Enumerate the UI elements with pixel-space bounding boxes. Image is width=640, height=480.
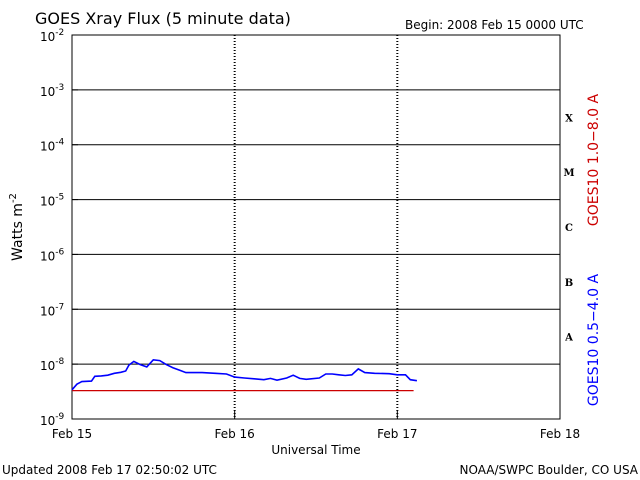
y-tick-base: 10: [40, 195, 55, 209]
y-tick-base: 10: [40, 304, 55, 318]
series-line: [71, 358, 418, 391]
y-tick-base: 10: [40, 414, 55, 428]
series-lines: [71, 358, 418, 392]
flare-class-label: A: [564, 333, 573, 344]
y-axis-label: Watts m-2: [8, 193, 26, 261]
y-tick-base: 10: [40, 249, 55, 263]
y-tick-label: 10-4: [40, 138, 65, 154]
y-tick-base: 10: [40, 30, 55, 44]
y-tick-exponent: -4: [55, 138, 64, 148]
chart-title: GOES Xray Flux (5 minute data): [35, 9, 291, 28]
y-tick-label: 10-8: [40, 357, 65, 373]
x-tick-label: Feb 18: [540, 427, 580, 441]
y-axis-label-text: Watts m: [10, 203, 26, 261]
y-tick-label: 10-5: [40, 193, 64, 209]
y-tick-base: 10: [40, 140, 55, 154]
y-tick-labels: 10-210-310-410-510-610-710-810-9: [40, 28, 78, 428]
flare-class-label: M: [563, 168, 574, 179]
y-tick-label: 10-2: [40, 28, 64, 44]
y-tick-exponent: -6: [55, 247, 64, 257]
flare-class-label: X: [565, 113, 573, 124]
y-tick-exponent: -3: [55, 83, 64, 93]
y-tick-exponent: -5: [55, 193, 64, 203]
source-credit: NOAA/SWPC Boulder, CO USA: [460, 463, 639, 477]
y-tick-base: 10: [40, 359, 55, 373]
updated-timestamp: Updated 2008 Feb 17 02:50:02 UTC: [2, 463, 217, 477]
flare-class-label: B: [565, 278, 573, 289]
x-ticks: Feb 15 Feb 16 Feb 17 Feb 18: [52, 411, 580, 441]
y-tick-label: 10-9: [40, 412, 65, 428]
y-tick-label: 10-3: [40, 83, 64, 99]
begin-label: Begin: 2008 Feb 15 0000 UTC: [405, 18, 584, 32]
y-tick-exponent: -2: [55, 28, 64, 38]
legend-long-channel: GOES10 1.0−8.0 A: [586, 94, 602, 227]
grid-lines: [72, 89, 560, 365]
y-tick-exponent: -9: [55, 412, 64, 422]
y-tick-label: 10-7: [40, 302, 64, 318]
y-tick-exponent: -8: [55, 357, 64, 367]
y-axis-label-exponent: -2: [8, 193, 19, 203]
x-axis-label: Universal Time: [271, 443, 360, 457]
legend-short-channel: GOES10 0.5−4.0 A: [586, 274, 602, 407]
y-tick-label: 10-6: [40, 247, 65, 263]
x-tick-label: Feb 15: [52, 427, 92, 441]
x-tick-label: Feb 17: [377, 427, 417, 441]
plot-frame: [71, 34, 561, 420]
x-tick-label: Feb 16: [214, 427, 254, 441]
y-tick-exponent: -7: [55, 302, 64, 312]
flare-class-label: C: [565, 223, 573, 234]
y-tick-base: 10: [40, 85, 55, 99]
flare-class-letters: X M C B A: [563, 113, 574, 343]
x-grid-dashes: [233, 35, 399, 419]
